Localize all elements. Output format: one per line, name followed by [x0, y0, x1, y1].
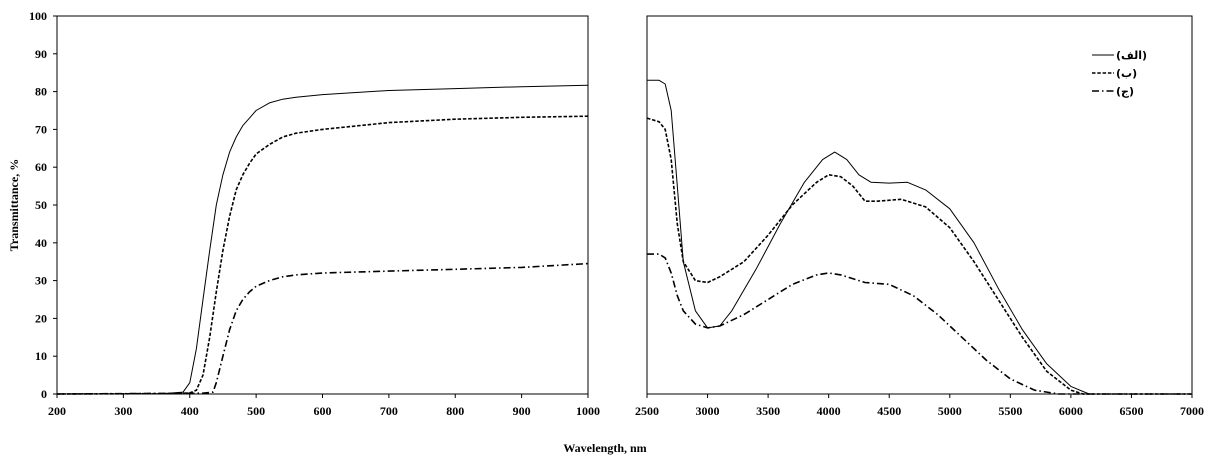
- right-x-tick-label: 5000: [938, 404, 962, 418]
- left-x-tick-label: 400: [181, 404, 199, 418]
- left-series-line-3: [56, 262, 589, 395]
- legend: (الف) (ب) (ج): [1092, 49, 1147, 99]
- left-x-tick-label: 300: [114, 404, 132, 418]
- left-x-ticks: 200 300 400 500 600 700 800 900 1000: [48, 394, 600, 418]
- left-y-tick-label: 10: [35, 349, 47, 363]
- right-x-tick-label: 6500: [1119, 404, 1143, 418]
- left-y-tick-label: 30: [35, 274, 47, 288]
- left-x-tick-label: 200: [48, 404, 66, 418]
- right-x-tick-label: 6000: [1059, 404, 1083, 418]
- y-axis-title: Transmittance, %: [7, 159, 21, 251]
- left-y-tick-label: 40: [35, 236, 47, 250]
- x-axis-title: Wavelength, nm: [563, 441, 646, 455]
- right-x-tick-label: 2500: [635, 404, 659, 418]
- left-y-tick-label: 60: [35, 160, 47, 174]
- right-series-line-3: [647, 253, 1192, 395]
- right-x-tick-label: 4000: [817, 404, 841, 418]
- right-x-tick-label: 4500: [877, 404, 901, 418]
- right-x-tick-label: 7000: [1180, 404, 1204, 418]
- right-x-ticks: 2500 3000 3500 4000 4500 5000 5500 6000 6500 7000: [635, 394, 1204, 418]
- legend-label-3: (ج): [1116, 85, 1134, 99]
- left-x-tick-label: 900: [513, 404, 531, 418]
- left-series-line-1: [56, 84, 589, 395]
- left-series-line-2: [56, 115, 589, 395]
- left-x-tick-label: 800: [446, 404, 464, 418]
- left-x-tick-label: 1000: [576, 404, 600, 418]
- right-panel: 2500 3000 3500 4000 4500 5000 5500 6000 6500 7000…: [635, 15, 1204, 418]
- right-plot-frame: [646, 15, 1193, 395]
- left-y-tick-label: 70: [35, 122, 47, 136]
- left-y-ticks: 0 10 20 30 40 50 60 70 80 90 100: [29, 9, 57, 401]
- legend-label-2: (ب): [1116, 67, 1137, 80]
- left-y-tick-label: 50: [35, 198, 47, 212]
- left-y-tick-label: 0: [41, 387, 47, 401]
- left-y-tick-label: 80: [35, 85, 47, 99]
- left-y-tick-label: 90: [35, 47, 47, 61]
- left-y-tick-label: 100: [29, 9, 47, 23]
- left-panel: 200 300 400 500 600 700 800 900 1000 0 10 20 30 40 50…: [29, 9, 600, 418]
- right-x-tick-label: 3500: [756, 404, 780, 418]
- left-plot-frame: [56, 15, 589, 395]
- left-x-tick-label: 500: [247, 404, 265, 418]
- right-series-line-1: [647, 79, 1192, 395]
- right-x-tick-label: 3000: [696, 404, 720, 418]
- left-y-tick-label: 20: [35, 311, 47, 325]
- left-x-tick-label: 700: [380, 404, 398, 418]
- right-series-line-2: [646, 117, 1192, 395]
- right-x-tick-label: 5500: [998, 404, 1022, 418]
- left-x-tick-label: 600: [314, 404, 332, 418]
- left-series-group: [56, 84, 589, 395]
- legend-label-1: (الف): [1116, 49, 1147, 62]
- right-series-group: [646, 79, 1192, 395]
